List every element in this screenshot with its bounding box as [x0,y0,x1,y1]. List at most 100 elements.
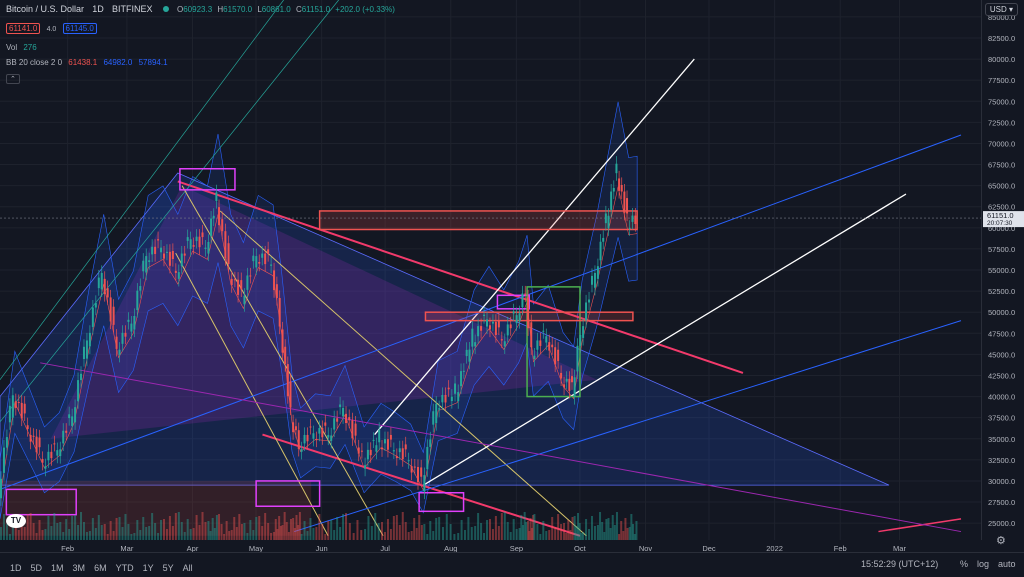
volume-bar [103,524,106,540]
timeframe-6m[interactable]: 6M [94,563,107,573]
tradingview-logo[interactable]: TV [6,514,26,528]
volume-bar [529,518,532,540]
candle-body [62,430,65,444]
volume-bar [635,521,638,540]
volume-bar [50,526,53,540]
volume-bar [620,521,623,540]
volume-bar [374,513,377,540]
candle-body [610,191,613,210]
volume-bar [303,521,306,540]
candle-body [404,444,407,450]
volume-bar [364,529,367,540]
volume-bar [279,526,282,540]
volume-bar [321,524,324,540]
symbol-title[interactable]: Bitcoin / U.S. Dollar [6,4,85,14]
volume-bar [494,516,497,540]
settings-gear-icon[interactable]: ⚙ [996,535,1006,547]
volume-bar [539,534,542,540]
timeframe-ytd[interactable]: YTD [115,563,134,573]
candle-body [565,378,568,382]
ohlc-l-value: 60861.0 [261,5,291,14]
candle-body [593,272,596,288]
volume-bar [383,532,386,540]
candle-body [270,264,273,266]
candle-body [65,430,68,433]
volume-bar [192,528,195,540]
buy-price-button[interactable]: 61145.0 [62,23,97,34]
time-axis[interactable]: Feb Mar Apr May Jun Jul Aug Sep Oct Nov Dec 2022 Feb… [0,540,981,553]
chart-area[interactable] [0,0,981,540]
collapse-legend-button[interactable]: ⌃ [6,74,20,84]
log-toggle[interactable]: log [977,559,990,569]
volume-bar [418,515,421,540]
volume-bar [370,526,373,540]
candle-body [392,450,395,452]
price-axis[interactable]: 85000.0 82500.0 80000.0 77500.0 75000.0 72500… [981,0,1024,540]
candle-body [165,251,168,253]
candle-body [438,408,441,410]
candle-body [628,227,631,229]
volume-legend[interactable]: Vol 276 [6,43,37,52]
volume-bar [532,515,535,540]
volume-bar [233,517,236,540]
candle-body [590,275,593,285]
volume-bar [615,512,618,540]
candles [0,156,637,506]
candle-body [312,433,315,439]
volume-bar [62,532,65,540]
volume-bar [297,525,300,540]
volume-bar [554,527,557,540]
volume-bar [593,526,596,540]
bottom-toolbar: 1D 5D 1M 3M 6M YTD 1Y 5Y All 15:52:29 (UTC+12) %… [0,552,1024,577]
percent-toggle[interactable]: % [960,559,969,569]
volume-bar [162,519,165,540]
candle-body [518,313,521,322]
timeframe-1y[interactable]: 1Y [142,563,154,573]
bollinger-band [0,101,638,519]
volume-value: 276 [23,43,37,52]
price-tick-label: 27500.0 [988,498,1015,507]
candle-body [521,293,524,308]
candle-body [435,403,438,424]
sell-price-button[interactable]: 61141.0 [6,23,41,34]
grid [0,0,981,540]
volume-bar [82,522,85,540]
white-channel-lower [423,193,907,486]
volume-bar [2,514,5,540]
timeframe-3m[interactable]: 3M [72,563,86,573]
volume-bar [292,518,295,540]
volume-bar [327,521,330,540]
timeframe-5y[interactable]: 5Y [162,563,174,573]
currency-select[interactable]: USD ▾ [984,3,1018,16]
volume-bar [53,513,56,540]
candle-body [112,306,115,325]
candle-body [74,407,77,423]
price-chart[interactable] [0,0,981,540]
volume-bar [211,518,214,540]
timeframe-5d[interactable]: 5D [30,563,43,573]
volume-bar [551,517,554,540]
candle-body [281,329,284,353]
candle-body [441,395,444,403]
volume-bar [97,515,100,540]
volume-bar [415,528,418,540]
volume-bar [345,513,348,540]
candle-body [401,448,404,460]
candle-body [471,328,474,347]
candle-body [432,411,435,425]
candle-body [258,261,261,264]
candle-body [26,425,29,430]
candle-body [306,434,309,442]
clock[interactable]: 15:52:29 (UTC+12) [861,559,939,569]
auto-toggle[interactable]: auto [998,559,1016,569]
pink-trendline-lower [262,433,581,537]
timeframe-1d[interactable]: 1D [10,563,22,573]
candle-body [106,288,109,298]
volume-bar [44,529,47,540]
timeframe-1m[interactable]: 1M [51,563,64,573]
volume-bar [0,527,2,540]
volume-bar [404,522,407,540]
candle-body [530,322,533,348]
timeframe-all[interactable]: All [182,563,193,573]
bb-legend[interactable]: BB 20 close 2 0 61438.1 64982.0 57894.1 [6,58,168,67]
